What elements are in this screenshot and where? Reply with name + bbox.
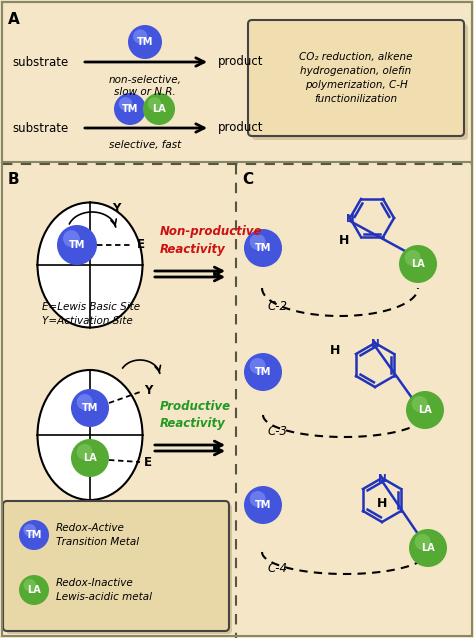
Circle shape	[133, 29, 147, 43]
Text: C: C	[242, 172, 253, 187]
Text: LA: LA	[418, 405, 432, 415]
Circle shape	[415, 534, 431, 550]
Circle shape	[143, 93, 175, 125]
Circle shape	[77, 444, 92, 460]
FancyBboxPatch shape	[248, 20, 464, 136]
Circle shape	[409, 529, 447, 567]
FancyBboxPatch shape	[252, 24, 468, 140]
Bar	[2, 164, 235, 638]
Text: product: product	[218, 121, 264, 135]
Text: E: E	[137, 239, 145, 251]
Text: LA: LA	[152, 104, 166, 114]
Text: product: product	[218, 56, 264, 68]
Text: E=Lewis Basic Site
Y=Activation Site: E=Lewis Basic Site Y=Activation Site	[42, 302, 140, 326]
Text: B: B	[8, 172, 19, 187]
Circle shape	[412, 396, 428, 412]
Bar	[2, 2, 472, 162]
Text: substrate: substrate	[12, 56, 68, 68]
Circle shape	[148, 97, 161, 110]
Text: TM: TM	[137, 37, 153, 47]
Text: Non-productive
Reactivity: Non-productive Reactivity	[160, 225, 263, 255]
Circle shape	[63, 230, 80, 247]
Circle shape	[71, 389, 109, 427]
Circle shape	[406, 391, 444, 429]
Circle shape	[399, 245, 437, 283]
Circle shape	[24, 579, 36, 591]
Text: H: H	[329, 343, 340, 357]
Text: A: A	[8, 12, 20, 27]
Ellipse shape	[37, 370, 143, 500]
Circle shape	[244, 229, 282, 267]
Circle shape	[119, 97, 132, 110]
Text: Redox-Active
Transition Metal: Redox-Active Transition Metal	[56, 523, 139, 547]
Text: H: H	[338, 234, 349, 246]
Text: TM: TM	[122, 104, 138, 114]
Text: Redox-Inactive
Lewis-acidic metal: Redox-Inactive Lewis-acidic metal	[56, 579, 152, 602]
Text: LA: LA	[411, 259, 425, 269]
Text: C-2: C-2	[268, 300, 288, 313]
Text: E: E	[144, 457, 152, 470]
Text: TM: TM	[255, 243, 271, 253]
Text: H: H	[377, 497, 387, 510]
Circle shape	[114, 93, 146, 125]
Text: TM: TM	[255, 367, 271, 377]
Text: CO₂ reduction, alkene
hydrogenation, olefin
polymerization, C-H
functionilizatio: CO₂ reduction, alkene hydrogenation, ole…	[299, 52, 413, 104]
Text: non-selective,
slow or N.R.: non-selective, slow or N.R.	[109, 75, 182, 96]
Circle shape	[250, 491, 265, 507]
FancyBboxPatch shape	[3, 501, 229, 631]
Circle shape	[250, 358, 265, 374]
Text: TM: TM	[26, 530, 42, 540]
Text: TM: TM	[82, 403, 98, 413]
Ellipse shape	[37, 202, 143, 327]
Circle shape	[77, 394, 92, 410]
Text: TM: TM	[255, 500, 271, 510]
Text: C-3: C-3	[268, 425, 288, 438]
Text: N: N	[371, 339, 379, 349]
Text: Y: Y	[144, 383, 152, 396]
Text: N: N	[378, 474, 386, 484]
Text: LA: LA	[421, 543, 435, 553]
Text: N: N	[346, 214, 355, 224]
Circle shape	[244, 486, 282, 524]
Circle shape	[128, 25, 162, 59]
Text: TM: TM	[69, 240, 85, 250]
Text: C-4: C-4	[268, 562, 288, 575]
Circle shape	[71, 439, 109, 477]
Text: Productive
Reactivity: Productive Reactivity	[160, 399, 231, 431]
Circle shape	[19, 575, 49, 605]
Text: Y: Y	[112, 202, 120, 214]
Text: LA: LA	[27, 585, 41, 595]
Text: selective, fast: selective, fast	[109, 140, 181, 150]
Circle shape	[19, 520, 49, 550]
Text: substrate: substrate	[12, 121, 68, 135]
Text: LA: LA	[83, 453, 97, 463]
Circle shape	[405, 250, 420, 266]
Circle shape	[250, 234, 265, 250]
FancyBboxPatch shape	[6, 504, 232, 634]
Circle shape	[24, 524, 36, 537]
Circle shape	[244, 353, 282, 391]
Circle shape	[57, 225, 97, 265]
